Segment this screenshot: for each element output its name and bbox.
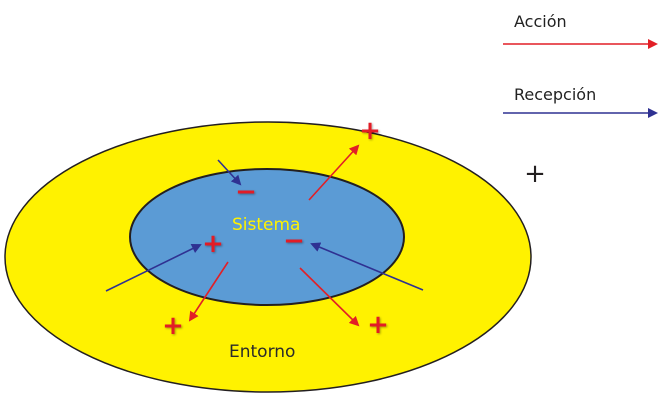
legend-action-label: Acción <box>514 12 567 31</box>
action-arrow-left <box>188 261 229 322</box>
plus-sign-top: + <box>359 116 381 146</box>
legend-standalone-plus: + <box>524 159 546 189</box>
minus-sign-inner-right: − <box>283 226 305 256</box>
reception-arrow-top <box>217 159 242 186</box>
legend: Acción Recepción + <box>503 12 658 189</box>
minus-sign-top: − <box>235 177 257 207</box>
system-label: Sistema <box>232 215 300 235</box>
plus-sign-bottom-right: + <box>367 310 389 340</box>
plus-sign-inner-left: + <box>202 229 224 259</box>
action-arrow-top <box>308 144 360 201</box>
plus-sign-bottom-left: + <box>162 311 184 341</box>
environment-label: Entorno <box>229 342 295 362</box>
action-arrow-right <box>299 267 360 327</box>
reception-arrow-right <box>310 242 424 291</box>
system-ellipse <box>129 168 405 306</box>
reception-arrow-left <box>105 244 202 292</box>
legend-reception-label: Recepción <box>514 85 596 104</box>
